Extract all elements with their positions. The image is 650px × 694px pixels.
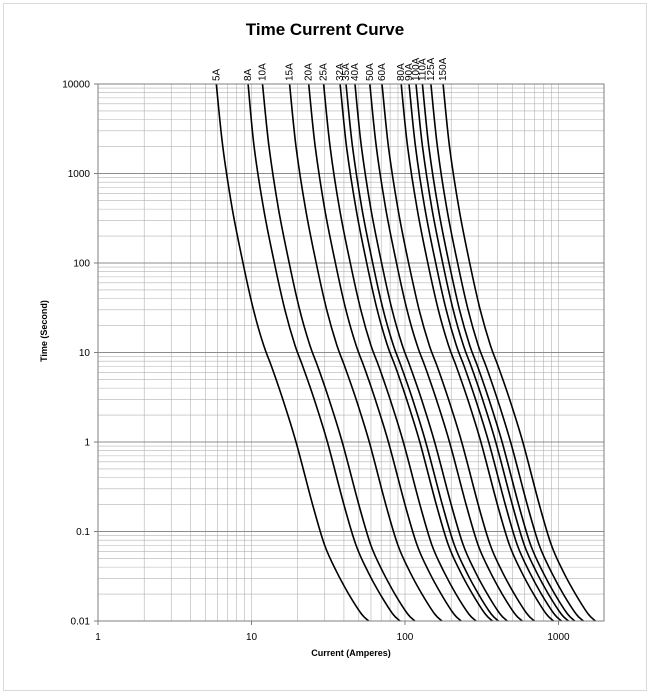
curve-label-35a: 35A [341,63,352,81]
curve-90a [408,84,562,621]
curve-label-40a: 40A [350,63,361,81]
axis-layer: 0.01 0.1 1 10 100 1000 10000 1 10 100 1000 [62,80,605,643]
curve-label-15a: 15A [285,63,296,81]
x-tick-label: 100 [397,632,414,643]
y-tick-label: 1 [84,438,90,449]
y-tick-label: 0.1 [76,527,90,538]
y-tick-label: 10000 [62,80,90,91]
curve-40a [354,84,508,621]
curve-80a [400,84,555,621]
curve-8a [247,84,401,621]
curve-label-80a: 80A [396,63,407,81]
curve-110a [421,84,576,621]
curve-label-50a: 50A [365,63,376,81]
curve-35a [345,84,499,621]
y-tick-label: 1000 [68,169,91,180]
curve-125a [430,84,584,621]
curve-label-100a: 100A [411,57,422,81]
curve-label-60a: 60A [377,63,388,81]
curve-label-90a: 90A [404,63,415,81]
x-axis-label: Current (Amperes) [311,648,391,658]
curve-label-32a: 32A [335,63,346,81]
curve-20a [307,84,462,621]
curve-60a [381,84,535,621]
y-tick-label: 100 [73,259,90,270]
curve-label-10a: 10A [258,63,269,81]
curve-150a [442,84,596,621]
curve-label-125a: 125A [426,57,437,81]
x-tick-label: 1 [95,632,101,643]
curve-15a [288,84,443,621]
curve-label-150a: 150A [438,57,449,81]
curve-label-5a: 5A [211,68,222,81]
curve-5a [215,84,370,621]
curve-label-110a: 110A [417,58,428,81]
curve-50a [369,84,523,621]
x-tick-label: 1000 [547,632,570,643]
curve-100a [415,84,569,621]
curve-25a [322,84,477,621]
y-tick-label: 10 [79,348,91,359]
curve-label-20a: 20A [304,63,315,81]
curve-label-8a: 8A [243,68,254,81]
x-tick-label: 10 [246,632,258,643]
grid-layer [97,83,604,622]
chart-title: Time Current Curve [245,20,405,39]
curve-32a [339,84,493,621]
curve-layer [215,84,596,621]
curve-label-25a: 25A [319,63,330,81]
y-tick-label: 0.01 [71,617,91,628]
curve-10a [261,84,416,621]
chart-frame [3,3,647,691]
